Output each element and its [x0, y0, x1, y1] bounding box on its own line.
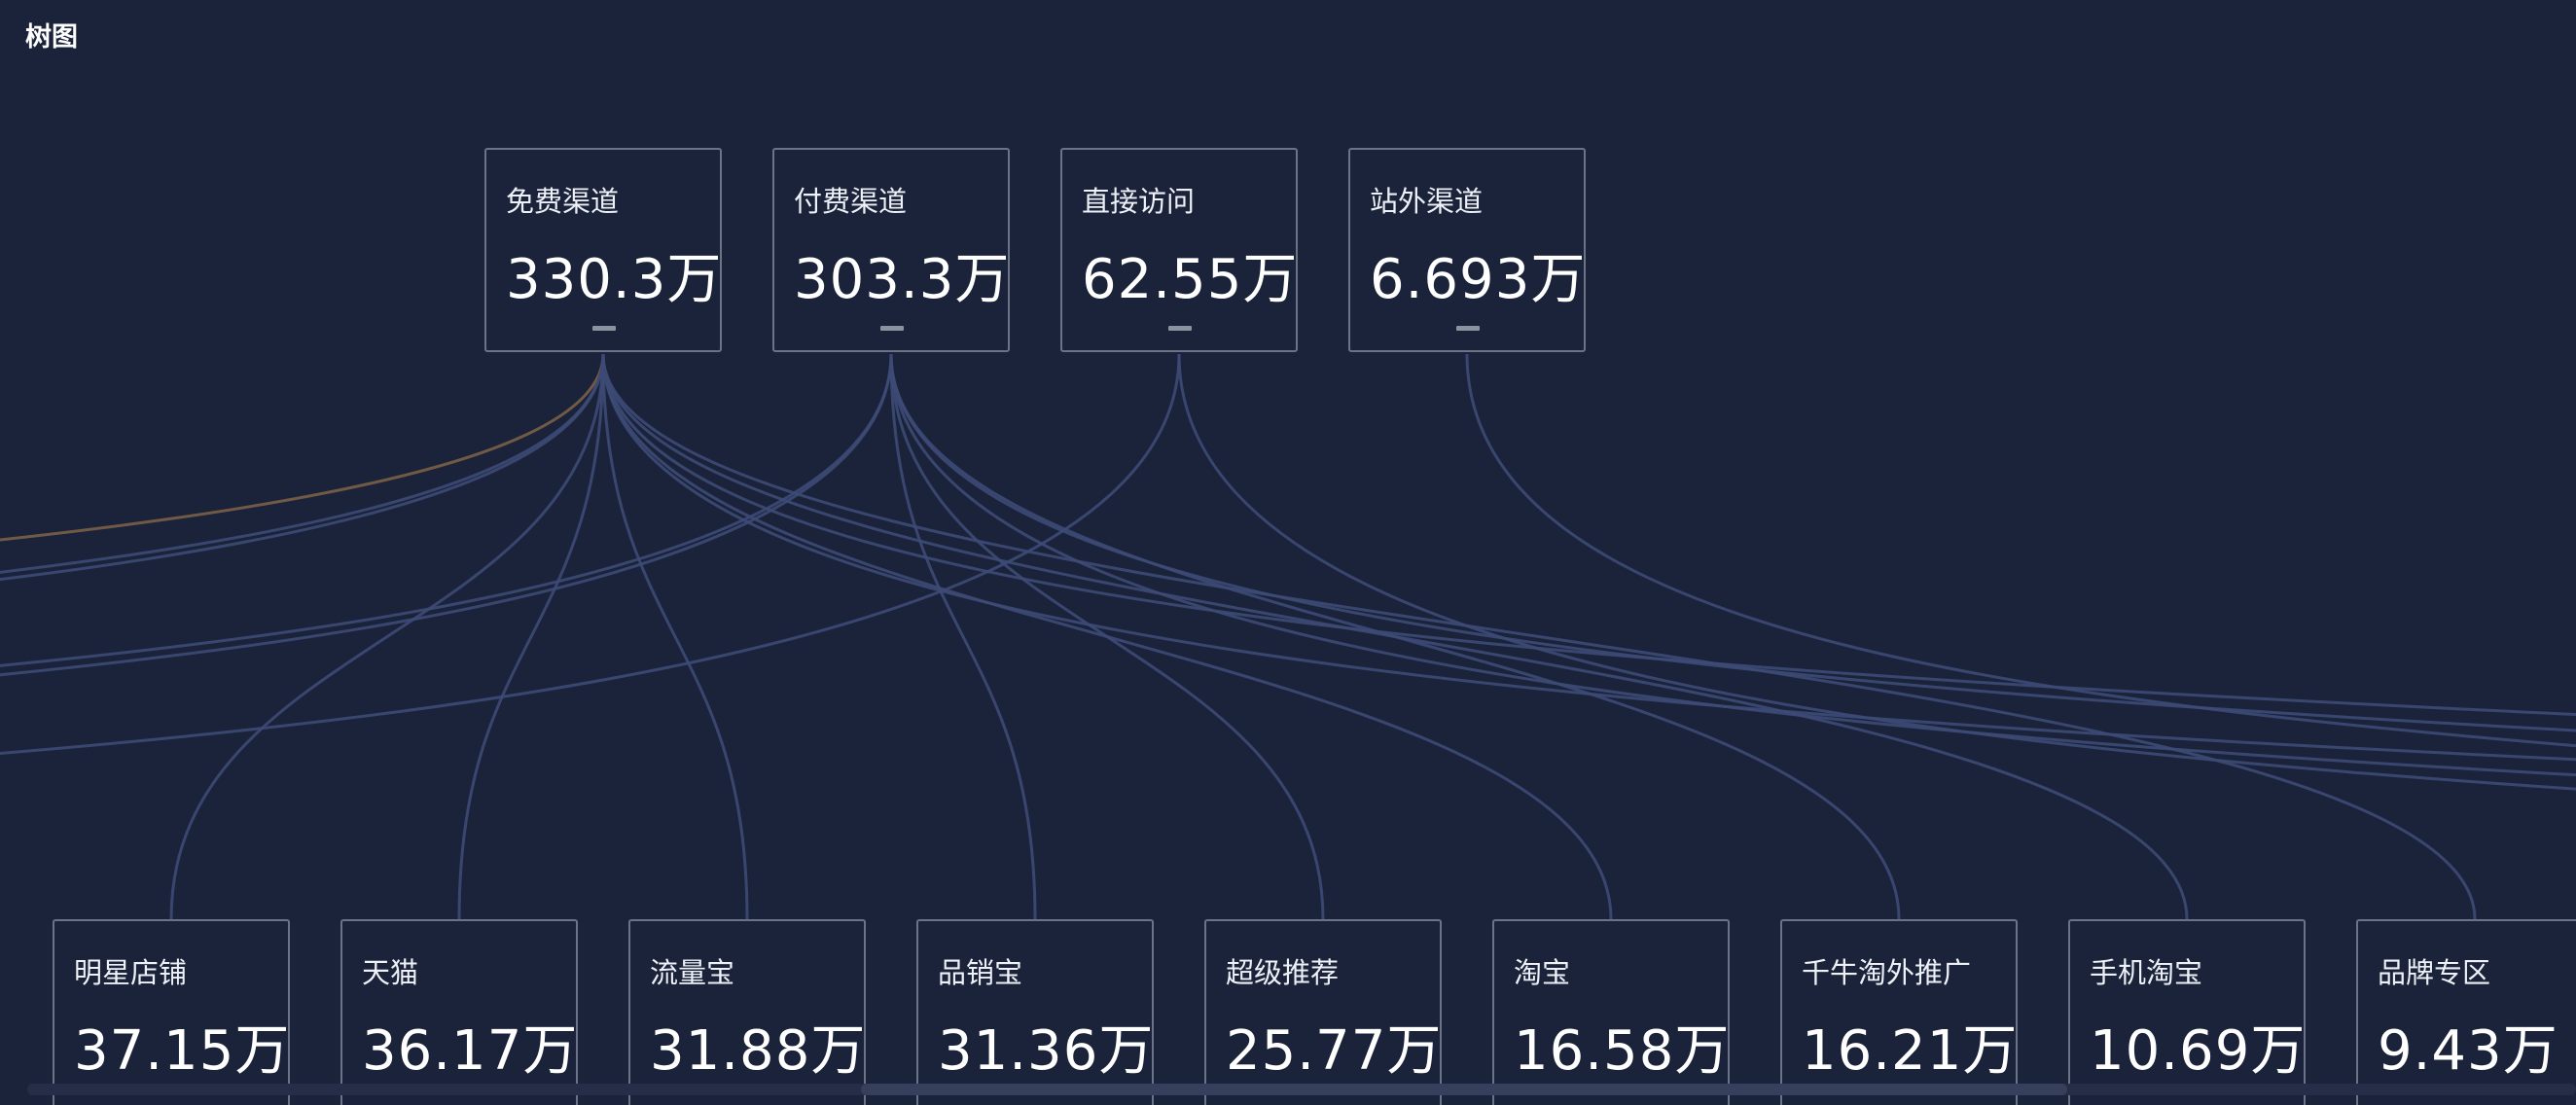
- node-star-shop[interactable]: 明星店铺 37.15万: [53, 919, 290, 1105]
- node-label: 流量宝: [650, 956, 735, 989]
- tree-link: [169, 353, 605, 920]
- node-label: 千牛淘外推广: [1802, 956, 1972, 989]
- collapse-icon[interactable]: [592, 326, 616, 331]
- tree-link: [601, 353, 2189, 920]
- node-label: 手机淘宝: [2090, 956, 2203, 989]
- node-value: 330.3万: [506, 248, 723, 311]
- tree-link-offscreen: [0, 353, 605, 582]
- node-value: 31.88万: [650, 1019, 867, 1083]
- node-direct-visit[interactable]: 直接访问 62.55万: [1060, 148, 1298, 352]
- node-value: 6.693万: [1370, 248, 1587, 311]
- node-super-recommend[interactable]: 超级推荐 25.77万: [1204, 919, 1442, 1105]
- tree-link: [601, 353, 749, 920]
- tree-link-offscreen: [1465, 353, 2576, 748]
- tree-link-offscreen: [0, 353, 605, 542]
- tree-link-offscreen: [0, 353, 893, 667]
- node-liuliangbao[interactable]: 流量宝 31.88万: [628, 919, 866, 1105]
- scrollbar-thumb[interactable]: [861, 1084, 2067, 1095]
- node-label: 淘宝: [1514, 956, 1571, 989]
- node-mobile-taobao[interactable]: 手机淘宝 10.69万: [2068, 919, 2306, 1105]
- node-label: 天猫: [362, 956, 419, 989]
- node-qianniu-offsite[interactable]: 千牛淘外推广 16.21万: [1780, 919, 2018, 1105]
- node-value: 36.17万: [362, 1019, 579, 1083]
- collapse-icon[interactable]: [1456, 326, 1480, 331]
- node-value: 31.36万: [938, 1019, 1155, 1083]
- tree-link-offscreen: [0, 353, 1181, 756]
- tree-link: [601, 353, 1613, 920]
- node-tmall[interactable]: 天猫 36.17万: [340, 919, 578, 1105]
- node-offsite-channel[interactable]: 站外渠道 6.693万: [1348, 148, 1586, 352]
- node-value: 37.15万: [74, 1019, 291, 1083]
- node-paid-channel[interactable]: 付费渠道 303.3万: [772, 148, 1010, 352]
- node-label: 品销宝: [938, 956, 1023, 989]
- tree-link-offscreen: [0, 353, 893, 677]
- node-value: 16.21万: [1802, 1019, 2019, 1083]
- node-pinxiaobao[interactable]: 品销宝 31.36万: [916, 919, 1154, 1105]
- node-label: 明星店铺: [74, 956, 188, 989]
- tree-link-offscreen: [601, 353, 2576, 762]
- tree-link: [889, 353, 1037, 920]
- node-label: 直接访问: [1082, 185, 1196, 218]
- node-value: 9.43万: [2378, 1019, 2558, 1083]
- node-label: 超级推荐: [1226, 956, 1340, 989]
- tree-link-offscreen: [601, 353, 2576, 717]
- tree-link-offscreen: [889, 353, 2576, 732]
- node-label: 品牌专区: [2378, 956, 2491, 989]
- node-value: 16.58万: [1514, 1019, 1731, 1083]
- page-title: 树图: [25, 22, 78, 53]
- node-label: 站外渠道: [1370, 185, 1484, 218]
- tree-link: [601, 353, 2477, 920]
- tree-link-offscreen: [1177, 353, 2576, 791]
- node-value: 25.77万: [1226, 1019, 1443, 1083]
- tree-link-offscreen: [0, 353, 605, 574]
- node-brand-zone[interactable]: 品牌专区 9.43万: [2356, 919, 2576, 1105]
- collapse-icon[interactable]: [880, 326, 904, 331]
- node-value: 62.55万: [1082, 248, 1299, 311]
- node-value: 303.3万: [794, 248, 1011, 311]
- tree-link-offscreen: [889, 353, 2576, 777]
- node-taobao[interactable]: 淘宝 16.58万: [1492, 919, 1730, 1105]
- node-label: 免费渠道: [506, 185, 620, 218]
- node-value: 10.69万: [2090, 1019, 2307, 1083]
- node-free-channel[interactable]: 免费渠道 330.3万: [484, 148, 722, 352]
- node-label: 付费渠道: [794, 185, 908, 218]
- collapse-icon[interactable]: [1168, 326, 1192, 331]
- tree-link: [457, 353, 605, 920]
